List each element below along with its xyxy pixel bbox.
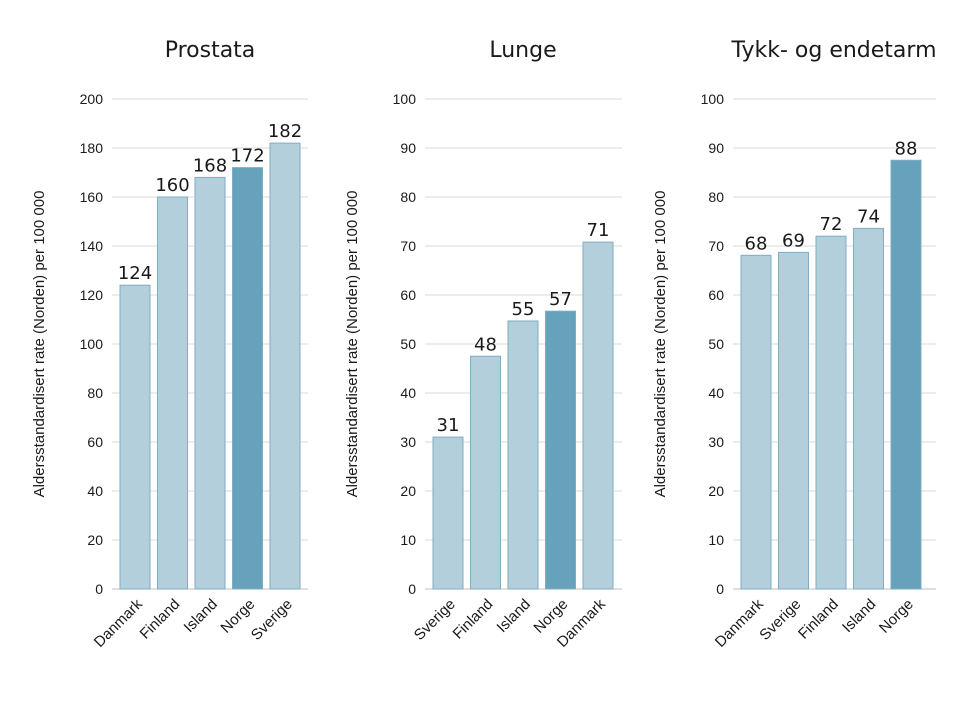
chart-1-ytick-label: 30 (400, 434, 416, 450)
chart-1-data-label-finland: 48 (474, 334, 497, 355)
chart-2-data-label-sverige: 69 (782, 230, 805, 251)
chart-0-category-label: Finland (137, 596, 184, 643)
chart-1-data-label-sverige: 31 (437, 415, 460, 436)
chart-0-bar-norge (232, 167, 263, 590)
chart-2-title: Tykk- og endetarm (730, 38, 936, 63)
chart-0-ytick-label: 200 (80, 91, 104, 107)
chart-0-ytick-label: 20 (87, 532, 103, 548)
chart-0-data-label-sverige: 182 (268, 121, 302, 142)
chart-0-ytick-label: 100 (80, 336, 104, 352)
chart-0-category-label: Danmark (91, 595, 146, 650)
chart-0-data-label-norge: 172 (230, 146, 264, 167)
chart-0-ylabel: Aldersstandardisert rate (Norden) per 10… (31, 191, 48, 498)
chart-1-ytick-label: 10 (400, 532, 416, 548)
chart-2-bar-sverige (778, 251, 809, 590)
chart-1-ytick-label: 20 (400, 483, 416, 499)
chart-1-ylabel: Aldersstandardisert rate (Norden) per 10… (344, 191, 361, 498)
chart-2-category-label: Danmark (712, 595, 767, 650)
chart-2-bar-finland (815, 235, 847, 590)
chart-0-ytick-label: 40 (87, 483, 103, 499)
chart-1-ytick-label: 50 (400, 336, 416, 352)
chart-1-title: Lunge (489, 38, 556, 63)
chart-1-data-label-island: 55 (512, 299, 535, 320)
chart-2-category-label: Sverige (756, 596, 804, 644)
chart-1-bar-island (507, 320, 539, 590)
chart-2-category-label: Finland (795, 596, 842, 643)
chart-1-ytick-label: 40 (400, 385, 416, 401)
chart-0-ytick-label: 60 (87, 434, 103, 450)
chart-2-ytick-label: 40 (708, 385, 724, 401)
chart-1-category-label: Finland (450, 596, 497, 643)
chart-2-data-label-norge: 88 (895, 138, 918, 159)
chart-0-ytick-label: 120 (80, 287, 104, 303)
chart-2-data-label-finland: 72 (820, 214, 843, 235)
chart-0-data-label-danmark: 124 (118, 263, 152, 284)
chart-1-data-label-norge: 57 (549, 289, 572, 310)
chart-2-bar-danmark (740, 254, 772, 590)
chart-2-bar-norge (890, 159, 922, 590)
chart-2-ytick-label: 100 (701, 91, 725, 107)
chart-0-bar-island (194, 176, 226, 590)
chart-2-ytick-label: 20 (708, 483, 724, 499)
chart-0-data-label-finland: 160 (155, 175, 189, 196)
chart-2-category-label: Norge (876, 596, 917, 637)
chart-2-ytick-label: 60 (708, 287, 724, 303)
chart-2-data-label-island: 74 (857, 206, 880, 227)
chart-0-ytick-label: 80 (87, 385, 103, 401)
chart-1-ytick-label: 0 (408, 581, 416, 597)
chart-0-category-label: Island (181, 596, 221, 636)
chart-2-ytick-label: 80 (708, 189, 724, 205)
chart-1-ytick-label: 60 (400, 287, 416, 303)
chart-1-category-label: Sverige (411, 596, 459, 644)
chart-1-ytick-label: 100 (393, 91, 417, 107)
chart-2-ytick-label: 90 (708, 140, 724, 156)
chart-1-bar-sverige (432, 436, 464, 590)
chart-0-bar-danmark (119, 284, 151, 590)
chart-2-data-label-danmark: 68 (745, 233, 768, 254)
chart-0-category-label: Sverige (248, 596, 296, 644)
chart-0-title: Prostata (165, 38, 256, 63)
chart-2-ylabel: Aldersstandardisert rate (Norden) per 10… (652, 191, 669, 498)
chart-2-ytick-label: 10 (708, 532, 724, 548)
chart-0-ytick-label: 0 (95, 581, 103, 597)
chart-2-ytick-label: 0 (716, 581, 724, 597)
chart-0-bar-sverige (269, 142, 301, 590)
chart-0-data-label-island: 168 (193, 155, 227, 176)
chart-2-bar-island (853, 227, 884, 590)
chart-0-ytick-label: 140 (80, 238, 104, 254)
chart-2-category-label: Island (839, 596, 879, 636)
chart-1-bar-finland (470, 355, 501, 590)
chart-0-bar-finland (157, 196, 188, 590)
chart-2-ytick-label: 30 (708, 434, 724, 450)
chart-1-ytick-label: 90 (400, 140, 416, 156)
chart-1-bar-norge (545, 310, 576, 590)
chart-1-bar-danmark (582, 241, 614, 590)
chart-1-ytick-label: 70 (400, 238, 416, 254)
chart-1-data-label-danmark: 71 (587, 220, 610, 241)
chart-0-ytick-label: 180 (80, 140, 104, 156)
chart-1-category-label: Island (494, 596, 534, 636)
chart-1-ytick-label: 80 (400, 189, 416, 205)
chart-0-ytick-label: 160 (80, 189, 104, 205)
chart-2-ytick-label: 70 (708, 238, 724, 254)
chart-2-ytick-label: 50 (708, 336, 724, 352)
